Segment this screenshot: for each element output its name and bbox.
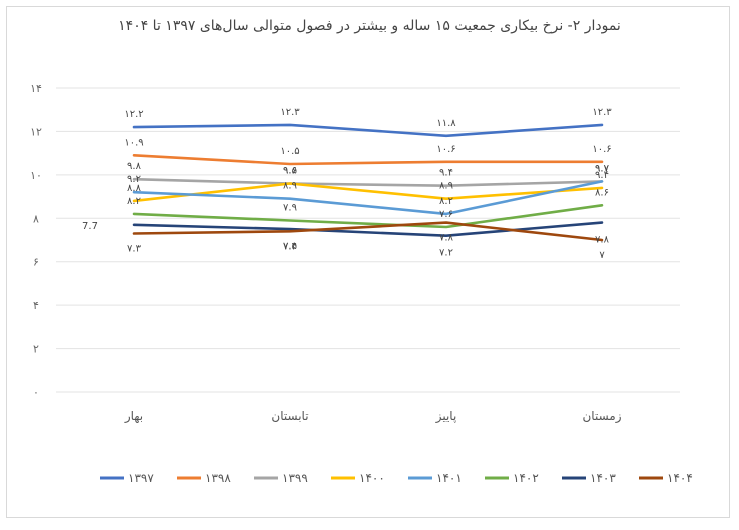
data-label: ۸.۶ [595,187,609,198]
y-tick-label: ۶ [33,256,39,269]
data-label: ۱۰.۶ [592,144,611,155]
series-line [132,204,604,229]
data-label: ۷.۸ [439,233,454,244]
legend-label: ۱۴۰۳ [590,471,616,485]
data-label: ۹.۷ [595,163,610,174]
data-label: ۷.۸ [595,235,610,246]
data-label: ۹.۵ [283,166,297,177]
data-label: ۸.۲ [127,196,141,207]
data-label: ۸.۸ [127,183,142,194]
data-label: 7.7 [82,221,98,232]
series-line [132,177,604,187]
y-tick-label: ۴ [33,299,39,312]
data-label: ۱۰.۵ [280,146,299,157]
data-label: ۷ [599,250,605,261]
y-tick-label: ۱۰ [30,169,42,182]
legend-label: ۱۳۹۸ [205,471,231,485]
legend-label: ۱۴۰۲ [513,471,539,485]
data-label: ۱۰.۶ [436,144,455,155]
y-tick-label: ۰ [33,386,39,399]
data-label: ۸.۹ [283,181,297,192]
data-label: ۷.۲ [439,248,453,259]
legend-label: ۱۳۹۹ [282,471,308,485]
data-label: ۹.۲ [127,174,141,185]
data-label: ۹.۶ [283,166,297,177]
x-category-label: بهار [124,409,143,424]
data-label: ۷.۹ [283,202,297,213]
data-label: ۷.۶ [439,209,453,220]
legend-label: ۱۴۰۰ [359,471,385,485]
legend-label: ۱۳۹۷ [128,471,154,485]
legend-label: ۱۴۰۱ [436,471,462,485]
series-line [132,180,604,216]
legend-label: ۱۴۰۴ [667,471,693,485]
x-category-label: پاییز [435,409,457,424]
x-category-label: زمستان [582,409,621,424]
y-tick-label: ۲ [33,343,39,356]
y-tick-label: ۸ [33,212,39,225]
y-tick-label: ۱۴ [30,82,42,95]
data-label: ۹.۴ [595,170,609,181]
data-label: ۹.۴ [439,168,453,179]
data-label: ۱۱.۸ [436,118,456,129]
series-line [132,221,604,237]
data-label: ۸.۹ [439,181,453,192]
data-label: ۱۲.۳ [280,107,300,118]
series-line [132,182,604,203]
data-label: ۱۰.۹ [124,137,143,148]
data-label: ۹.۸ [127,161,142,172]
chart-title: نمودار ۲- نرخ بیکاری جمعیت ۱۵ ساله و بیش… [118,18,621,34]
data-label: ۱۲.۳ [592,107,612,118]
series-line [132,123,604,138]
x-category-label: تابستان [271,409,308,423]
data-label: ۱۲.۲ [124,109,143,120]
data-label: ۷.۳ [127,243,142,254]
data-label: ۷.۵ [283,241,297,252]
series-line [132,154,604,166]
series-line [132,221,604,242]
data-label: ۸.۲ [439,196,453,207]
data-label: ۷.۴ [283,241,297,252]
data-label: ۹.۷ [595,163,610,174]
y-tick-label: ۱۲ [30,125,42,138]
